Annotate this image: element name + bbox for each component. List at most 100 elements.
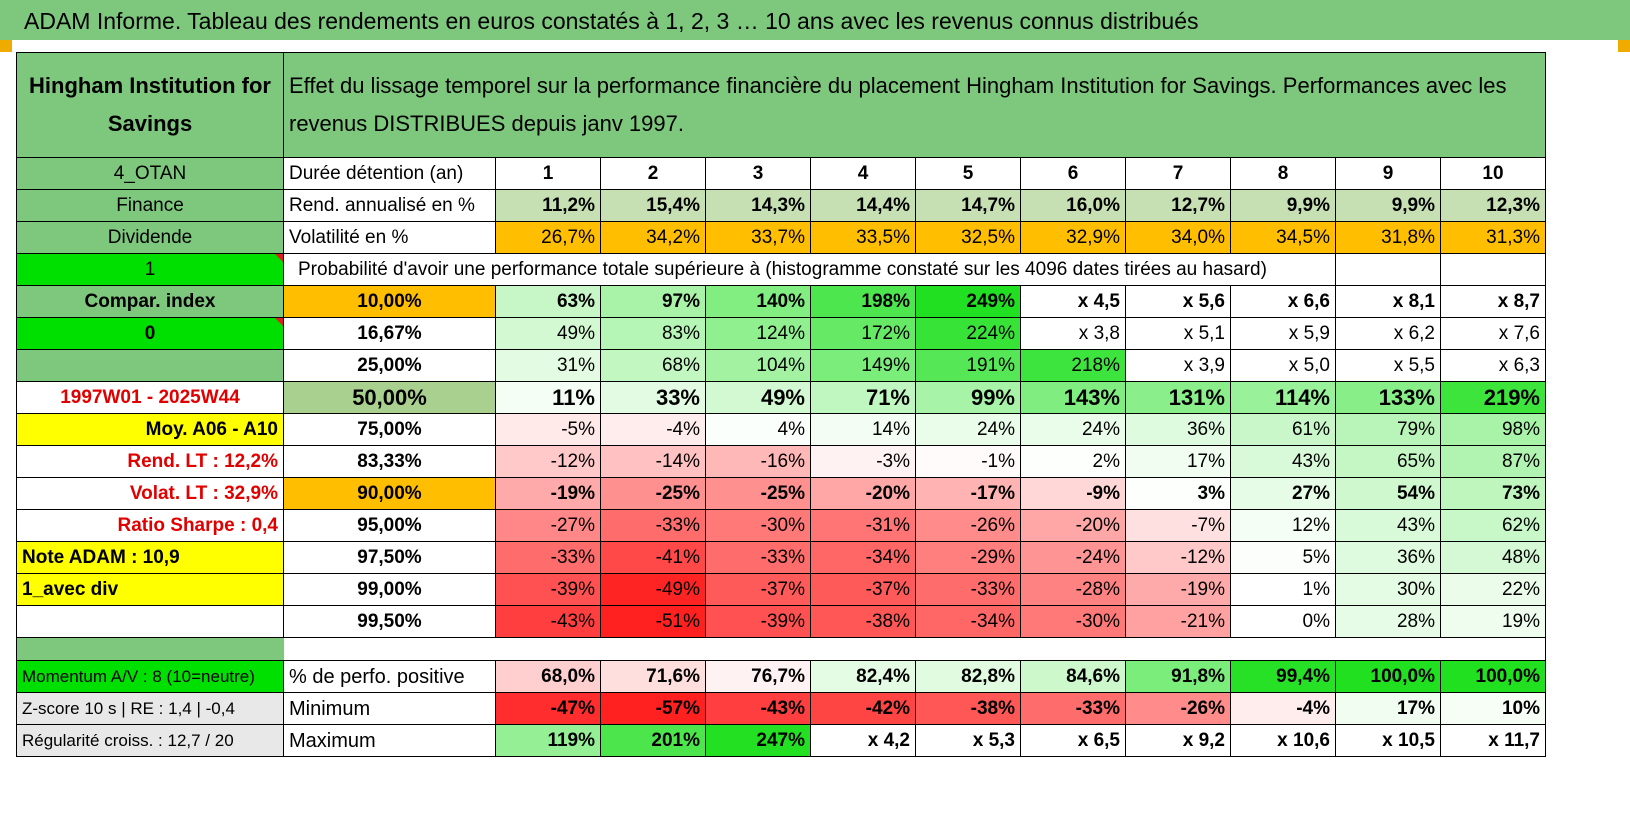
volatility-row: Dividende Volatilité en % 26,7% 34,2% 33,7% 3…	[16, 221, 1546, 254]
summary-value: -38%	[915, 692, 1021, 725]
annualized-value: 14,7%	[915, 189, 1021, 222]
year-6: 6	[1020, 157, 1126, 190]
summary-value: 100,0%	[1335, 660, 1441, 693]
summary-value: 17%	[1335, 692, 1441, 725]
percentile-value: -25%	[705, 477, 811, 510]
year-8: 8	[1230, 157, 1336, 190]
probability-header-row: 1 Probabilité d'avoir une performance tot…	[16, 253, 1546, 286]
percentile-row: Moy. A06 - A10 75,00% -5% -4% 4% 14% 24% 24% 36%…	[16, 413, 1546, 446]
percentile-row: Compar. index 10,00% 63% 97% 140% 198% 249% x 4…	[16, 285, 1546, 318]
selector-1[interactable]: 1	[16, 253, 284, 286]
percentile-value: x 8,7	[1440, 285, 1546, 318]
dividend-label: Dividende	[16, 221, 284, 254]
percentile-value: 36%	[1125, 413, 1231, 446]
percentile-value: 24%	[1020, 413, 1126, 446]
percentile-value: -49%	[600, 573, 706, 606]
percentile-value: 12%	[1230, 509, 1336, 542]
percentile-value: 79%	[1335, 413, 1441, 446]
duration-row: 4_OTAN Durée détention (an) 1 2 3 4 5 6 7 8 9 10	[16, 157, 1546, 190]
annualized-label: Rend. annualisé en %	[283, 189, 496, 222]
year-4: 4	[810, 157, 916, 190]
volatility-value: 34,2%	[600, 221, 706, 254]
percentile-row: 0 16,67% 49% 83% 124% 172% 224% x 3,8 x 5,1 x 5,9…	[16, 317, 1546, 350]
summary-value: x 4,2	[810, 724, 916, 757]
side-info: Volat. LT : 32,9%	[16, 477, 284, 510]
percentile-value: 43%	[1230, 445, 1336, 478]
summary-side: Momentum A/V : 8 (10=neutre)	[16, 660, 284, 693]
annualized-value: 12,3%	[1440, 189, 1546, 222]
percentile-value: 140%	[705, 285, 811, 318]
percentile-value: 49%	[705, 381, 811, 414]
percentile-row: Note ADAM : 10,9 97,50% -33% -41% -33% -34% -2…	[16, 541, 1546, 574]
spacer-row	[16, 637, 1546, 661]
percentile-value: 198%	[810, 285, 916, 318]
annualized-row: Finance Rend. annualisé en % 11,2% 15,4% 14,…	[16, 189, 1546, 222]
side-info[interactable]: 0	[16, 317, 284, 350]
percentile-value: 24%	[915, 413, 1021, 446]
annualized-value: 9,9%	[1230, 189, 1336, 222]
percentile-value: -34%	[915, 605, 1021, 638]
year-9: 9	[1335, 157, 1441, 190]
threshold-percent: 25,00%	[283, 349, 496, 382]
percentile-value: x 5,5	[1335, 349, 1441, 382]
percentile-row: Rend. LT : 12,2% 83,33% -12% -14% -16% -3% -1%…	[16, 445, 1546, 478]
percentile-value: -16%	[705, 445, 811, 478]
summary-side: Régularité croiss. : 12,7 / 20	[16, 724, 284, 757]
summary-value: 91,8%	[1125, 660, 1231, 693]
percentile-value: -41%	[600, 541, 706, 574]
percentile-value: 97%	[600, 285, 706, 318]
percentile-value: 5%	[1230, 541, 1336, 574]
left-edge-marker	[0, 40, 12, 52]
summary-side: Z-score 10 s | RE : 1,4 | -0,4	[16, 692, 284, 725]
annualized-value: 12,7%	[1125, 189, 1231, 222]
summary-row: Momentum A/V : 8 (10=neutre)% de perfo. …	[16, 660, 1546, 693]
percentile-value: 68%	[600, 349, 706, 382]
percentile-value: 98%	[1440, 413, 1546, 446]
percentile-value: 62%	[1440, 509, 1546, 542]
summary-value: 82,4%	[810, 660, 916, 693]
summary-value: -43%	[705, 692, 811, 725]
sector-label: Finance	[16, 189, 284, 222]
percentile-value: x 6,3	[1440, 349, 1546, 382]
summary-value: 84,6%	[1020, 660, 1126, 693]
percentile-value: -7%	[1125, 509, 1231, 542]
percentile-value: 33%	[600, 381, 706, 414]
percentile-value: -33%	[600, 509, 706, 542]
volatility-value: 32,9%	[1020, 221, 1126, 254]
description: Effet du lissage temporel sur la perform…	[283, 52, 1546, 158]
percentile-value: -37%	[705, 573, 811, 606]
summary-value: -57%	[600, 692, 706, 725]
percentile-value: 149%	[810, 349, 916, 382]
threshold-percent: 97,50%	[283, 541, 496, 574]
percentile-value: -20%	[1020, 509, 1126, 542]
percentile-value: -38%	[810, 605, 916, 638]
side-info: Compar. index	[16, 285, 284, 318]
percentile-value: 191%	[915, 349, 1021, 382]
percentile-value: 4%	[705, 413, 811, 446]
percentile-value: 30%	[1335, 573, 1441, 606]
percentile-value: 1%	[1230, 573, 1336, 606]
side-info	[16, 349, 284, 382]
annualized-value: 11,2%	[495, 189, 601, 222]
volatility-label: Volatilité en %	[283, 221, 496, 254]
percentile-value: -28%	[1020, 573, 1126, 606]
percentile-row: 99,50% -43% -51% -39% -38% -34% -30% -21% 0% 28% 1…	[16, 605, 1546, 638]
percentile-value: 22%	[1440, 573, 1546, 606]
threshold-percent: 50,00%	[283, 381, 496, 414]
percentile-value: 219%	[1440, 381, 1546, 414]
percentile-value: 19%	[1440, 605, 1546, 638]
year-3: 3	[705, 157, 811, 190]
category-code: 4_OTAN	[16, 157, 284, 190]
percentile-value: 124%	[705, 317, 811, 350]
year-10: 10	[1440, 157, 1546, 190]
percentile-value: x 5,1	[1125, 317, 1231, 350]
percentile-value: -19%	[495, 477, 601, 510]
spacer	[283, 637, 1546, 661]
fund-name: Hingham Institution for Savings	[16, 52, 284, 158]
percentile-value: 131%	[1125, 381, 1231, 414]
percentile-value: -30%	[705, 509, 811, 542]
percentile-value: 133%	[1335, 381, 1441, 414]
percentile-value: -51%	[600, 605, 706, 638]
summary-label: % de perfo. positive	[283, 660, 496, 693]
percentile-value: 99%	[915, 381, 1021, 414]
